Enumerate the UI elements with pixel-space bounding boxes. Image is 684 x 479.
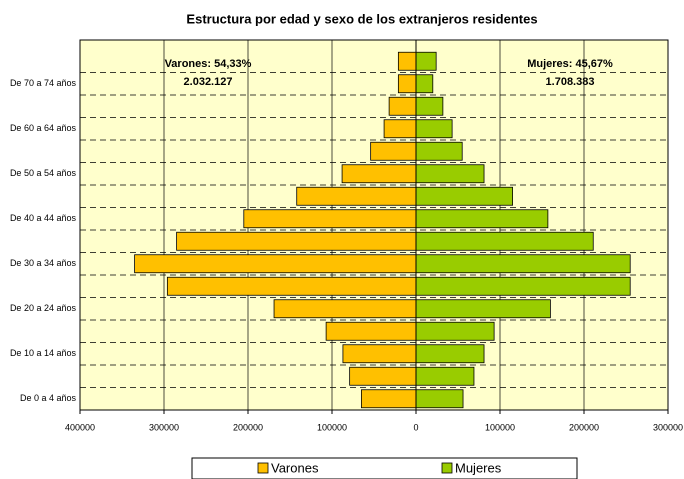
y-tick-label: De 0 a 4 años [20,393,77,403]
bar [415,389,464,409]
bar [166,276,417,296]
bar [415,119,453,139]
y-tick-label: De 20 a 24 años [10,303,77,313]
bar [415,254,631,274]
x-tick-label: 200000 [233,422,263,432]
legend-swatch [257,462,269,474]
bar [415,51,437,71]
bar [415,366,475,386]
bar [243,209,417,229]
bar [397,74,417,94]
y-tick-label: De 10 a 14 años [10,348,77,358]
x-tick-label: 300000 [653,422,683,432]
bar [273,299,417,319]
legend-label: Mujeres [455,460,502,475]
y-tick-label: De 60 a 64 años [10,123,77,133]
bar [415,74,434,94]
y-tick-label: De 30 a 34 años [10,258,77,268]
bar [397,51,417,71]
bar [325,321,417,341]
y-tick-label: De 40 a 44 años [10,213,77,223]
annotation: 2.032.127 [184,76,233,88]
x-tick-label: 200000 [569,422,599,432]
legend-label: Varones [271,460,319,475]
x-tick-label: 100000 [317,422,347,432]
x-tick-label: 300000 [149,422,179,432]
bar [388,96,417,116]
bar [415,231,594,251]
chart-title: Estructura por edad y sexo de los extran… [186,11,537,26]
bar [296,186,417,206]
x-tick-label: 0 [413,422,418,432]
x-tick-label: 100000 [485,422,515,432]
x-tick-label: 400000 [65,422,95,432]
annotation: Varones: 54,33% [165,58,252,70]
bar [341,164,417,184]
legend-swatch [441,462,453,474]
bar [415,164,485,184]
bar [415,96,444,116]
bar [360,389,417,409]
bar [349,366,417,386]
bar [415,186,513,206]
annotation: Mujeres: 45,67% [527,58,613,70]
bar [415,299,551,319]
bar [415,321,495,341]
bar [415,276,631,296]
y-tick-label: De 70 a 74 años [10,78,77,88]
y-tick-label: De 50 a 54 años [10,168,77,178]
bar [176,231,417,251]
bar [415,141,463,161]
bar [383,119,417,139]
annotation: 1.708.383 [546,76,595,88]
bar [415,344,485,364]
legend [191,457,578,479]
bar [370,141,417,161]
bar [134,254,417,274]
bar [415,209,549,229]
bar [342,344,417,364]
